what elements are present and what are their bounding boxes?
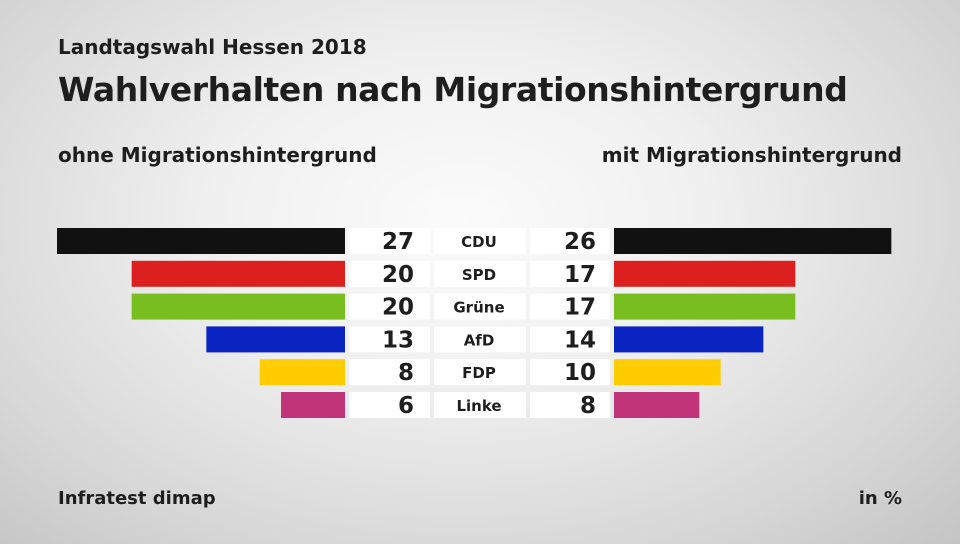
- bar-right-cdu: [614, 228, 892, 254]
- category-box-linke: [434, 392, 526, 418]
- bar-right-afd: [614, 326, 764, 353]
- value-label-right-afd: 14: [564, 327, 596, 353]
- value-label-right-gruene: 17: [564, 295, 596, 321]
- category-box-spd: [434, 260, 526, 287]
- source-label: Infratest dimap: [58, 488, 216, 509]
- category-label-fdp: FDP: [462, 364, 496, 382]
- unit-label: in %: [858, 488, 902, 509]
- value-box-left-linke: [349, 392, 430, 418]
- bar-right-fdp: [614, 359, 721, 386]
- value-label-left-spd: 20: [382, 262, 414, 288]
- value-label-right-fdp: 10: [564, 360, 596, 386]
- series-label-left: ohne Migrationshintergrund: [58, 143, 377, 167]
- value-box-right-fdp: [530, 359, 610, 386]
- chart-title: Wahlverhalten nach Migrationshintergrund: [58, 70, 848, 109]
- bar-right-linke: [614, 392, 700, 418]
- bar-right-gruene: [614, 293, 796, 320]
- value-label-right-spd: 17: [564, 262, 596, 288]
- bar-left-gruene: [131, 293, 345, 320]
- value-label-left-cdu: 27: [382, 229, 414, 255]
- value-label-right-linke: 8: [580, 393, 596, 419]
- bar-left-afd: [206, 326, 345, 353]
- category-label-linke: Linke: [456, 397, 501, 415]
- value-box-left-fdp: [349, 359, 430, 386]
- chart-supertitle: Landtagswahl Hessen 2018: [58, 35, 367, 59]
- value-box-right-spd: [530, 260, 610, 287]
- category-label-spd: SPD: [462, 266, 496, 284]
- category-box-gruene: [434, 293, 526, 320]
- value-box-left-gruene: [349, 293, 430, 320]
- bar-right-spd: [614, 260, 796, 287]
- category-label-afd: AfD: [464, 331, 495, 349]
- value-box-right-afd: [530, 326, 610, 353]
- bar-left-fdp: [259, 359, 345, 386]
- value-label-right-cdu: 26: [564, 229, 596, 255]
- bar-left-cdu: [57, 228, 345, 254]
- value-box-right-gruene: [530, 293, 610, 320]
- value-box-left-cdu: [349, 228, 430, 254]
- category-label-cdu: CDU: [461, 233, 497, 251]
- bar-left-spd: [131, 260, 345, 287]
- value-label-left-linke: 6: [398, 393, 414, 419]
- value-label-left-fdp: 8: [398, 360, 414, 386]
- value-box-left-spd: [349, 260, 430, 287]
- bar-left-linke: [281, 392, 345, 418]
- category-box-afd: [434, 326, 526, 353]
- value-label-left-gruene: 20: [382, 295, 414, 321]
- series-label-right: mit Migrationshintergrund: [601, 143, 902, 167]
- value-box-right-linke: [530, 392, 610, 418]
- value-box-right-cdu: [530, 228, 610, 254]
- value-box-left-afd: [349, 326, 430, 353]
- category-box-fdp: [434, 359, 526, 386]
- value-label-left-afd: 13: [382, 327, 414, 353]
- category-box-cdu: [434, 228, 526, 254]
- category-label-gruene: Grüne: [453, 299, 504, 317]
